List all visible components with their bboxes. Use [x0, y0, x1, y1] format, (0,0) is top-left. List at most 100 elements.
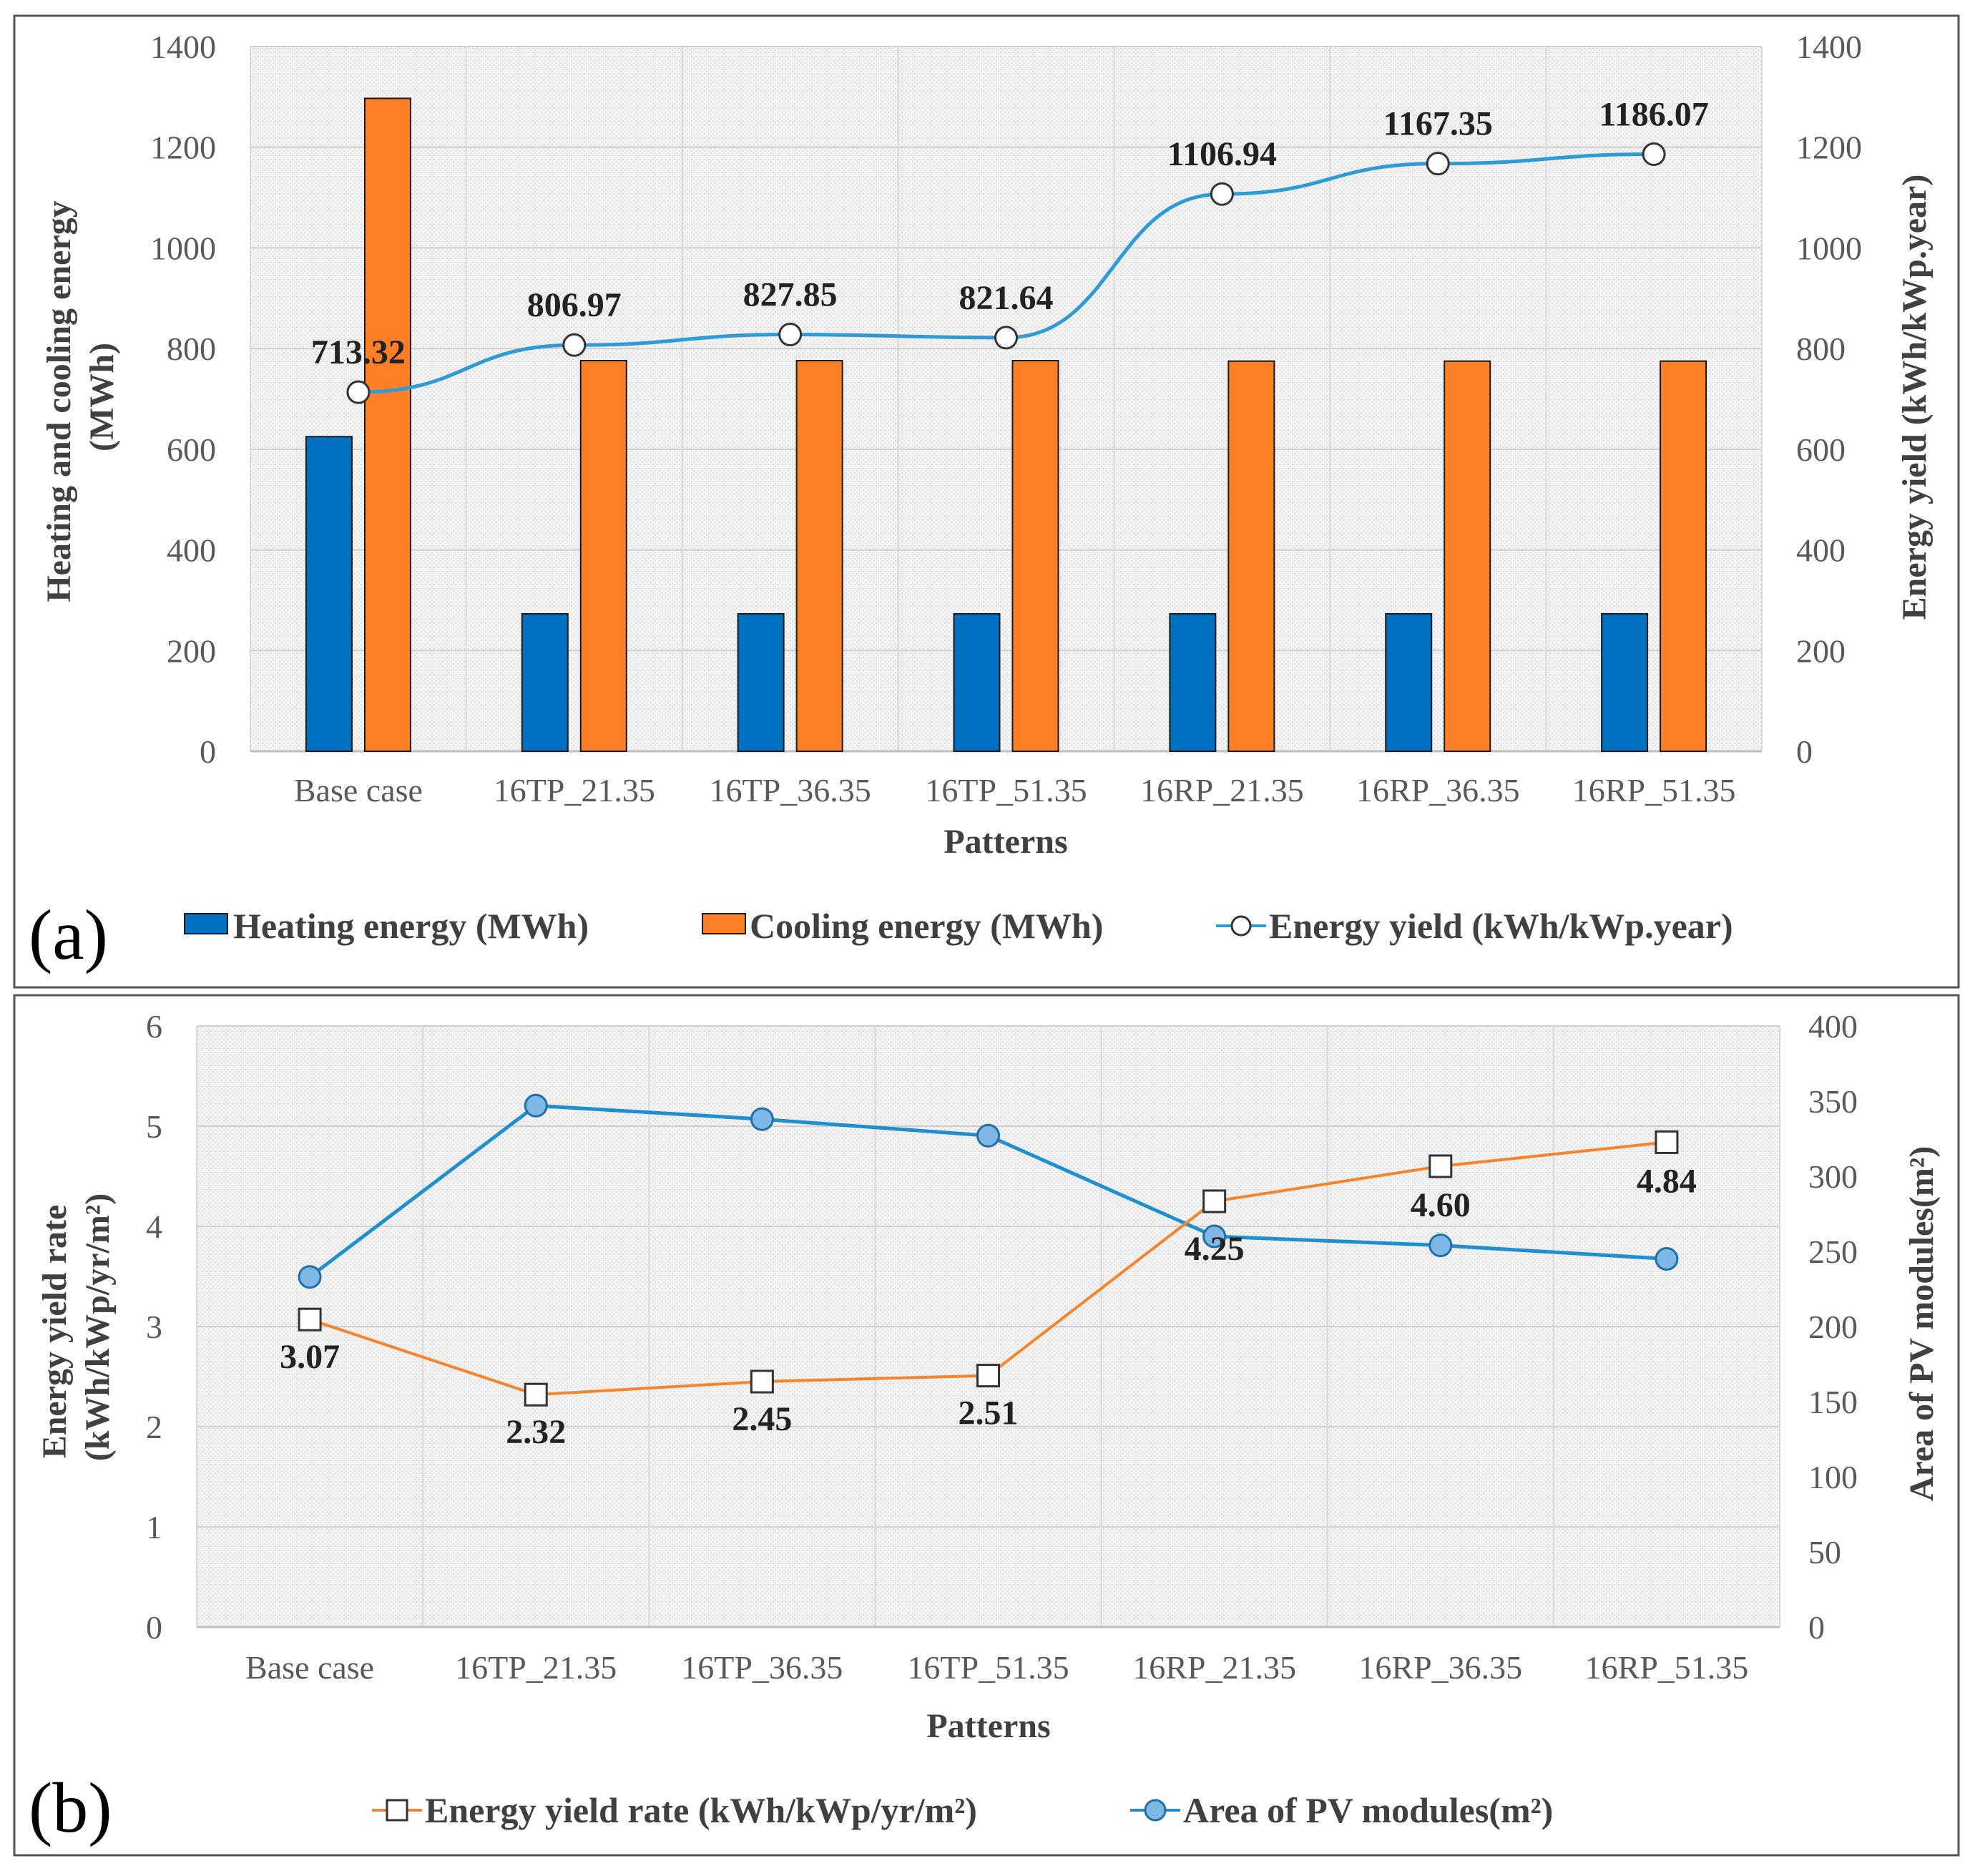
a-y-tick-label: 800: [167, 331, 216, 367]
pv-area-point-base-case: [298, 1265, 322, 1289]
b-y-tick-label: 2: [146, 1409, 162, 1445]
b-x-tick-label: 16TP_51.35: [907, 1649, 1069, 1686]
cooling-bar-16tp-51-35: [1011, 360, 1059, 752]
legend-heating-label: Heating energy (MWh): [233, 906, 589, 946]
yield-rate-data-label: 4.84: [1637, 1162, 1697, 1200]
pv-area-point-16rp-21-35: [1202, 1224, 1227, 1249]
panel-a-bars: [305, 97, 1707, 753]
yield-rate-data-label: 2.45: [732, 1400, 792, 1438]
b-y-tick-label: 0: [146, 1609, 162, 1646]
cooling-bar-16tp-21-35: [579, 360, 627, 752]
a-x-tick-label: 16TP_51.35: [925, 772, 1087, 808]
b-y2-tick-label: 350: [1808, 1083, 1858, 1120]
panel-a: 713.32 806.97 827.85 821.64 1106.94 1167.35 11…: [13, 14, 1960, 989]
panel-b-lines: [298, 1093, 1679, 1407]
a-y2-tick-label: 1200: [1796, 130, 1862, 166]
panel-b: 3.07 2.32 2.45 2.51 4.25 4.60 4.84 0 1 2 3 4 5 6 0 50 1…: [13, 994, 1960, 1857]
legend-yield-rate-marker: [386, 1799, 408, 1822]
b-x-tick-label: 16RP_51.35: [1585, 1649, 1749, 1686]
heating-bar-base-case: [305, 436, 353, 753]
heating-bar-16rp-51-35: [1601, 612, 1649, 752]
panel-a-x-axis-title: Patterns: [944, 823, 1067, 861]
panel-a-letter: (a): [29, 895, 108, 974]
cooling-bar-16rp-36-35: [1444, 360, 1491, 753]
yield-rate-data-label: 3.07: [280, 1338, 340, 1376]
b-y2-tick-label: 150: [1808, 1384, 1858, 1420]
a-x-tick-label: 16TP_21.35: [494, 772, 655, 808]
yield-rate-point-16rp-21-35: [1202, 1189, 1227, 1213]
heating-bar-16tp-51-35: [953, 612, 1001, 752]
b-x-tick-label: 16RP_21.35: [1132, 1649, 1296, 1686]
panel-a-tick-labels: 0 200 400 600 800 1000 1200 1400 0 200 400 600 800 10…: [150, 29, 1862, 808]
energy-yield-point-16tp-21-35: [562, 333, 587, 357]
b-y2-tick-label: 50: [1808, 1534, 1841, 1570]
b-x-tick-label: 16TP_36.35: [681, 1649, 843, 1686]
energy-yield-point-16tp-51-35: [994, 326, 1018, 350]
cooling-bar-16tp-36-35: [795, 360, 843, 752]
a-x-tick-label: 16RP_36.35: [1356, 772, 1520, 808]
a-x-tick-label: Base case: [294, 772, 423, 808]
pv-area-point-16rp-36-35: [1428, 1233, 1453, 1258]
panel-b-letter: (b): [29, 1768, 112, 1847]
heating-bar-16rp-36-35: [1385, 612, 1433, 752]
legend-energy-yield-label: Energy yield (kWh/kWp.year): [1269, 906, 1733, 946]
yield-rate-point-16tp-36-35: [750, 1369, 774, 1394]
b-y2-tick-label: 400: [1808, 1008, 1858, 1045]
b-y2-tick-label: 200: [1808, 1309, 1858, 1345]
pv-area-point-16rp-51-35: [1655, 1247, 1679, 1271]
b-y2-tick-label: 300: [1808, 1158, 1858, 1195]
panel-b-gridlines: [196, 1025, 1780, 1628]
panel-a-gridlines: [250, 46, 1763, 753]
b-y-tick-label: 4: [146, 1208, 162, 1245]
panel-b-tick-labels: 0 1 2 3 4 5 6 0 50 100 150 200 250 300 350 400 Base case…: [146, 1008, 1858, 1686]
energy-yield-point-16rp-36-35: [1426, 152, 1450, 176]
b-y-tick-label: 5: [146, 1108, 162, 1145]
pv-area-point-16tp-36-35: [750, 1107, 774, 1131]
cooling-bar-16rp-21-35: [1227, 360, 1275, 753]
panel-a-data-labels: 713.32 806.97 827.85 821.64 1106.94 1167.35 11…: [311, 96, 1709, 372]
a-y-tick-label: 1000: [150, 230, 216, 266]
cooling-bar-base-case: [363, 97, 411, 753]
energy-yield-data-label: 1186.07: [1599, 96, 1708, 134]
legend-cooling-label: Cooling energy (MWh): [750, 906, 1103, 946]
energy-yield-data-label: 827.85: [743, 276, 838, 314]
heating-bar-16tp-21-35: [521, 612, 569, 752]
legend-energy-yield-marker: [1230, 915, 1252, 937]
legend-yield-rate-label: Energy yield rate (kWh/kWp/yr/m²): [425, 1790, 977, 1830]
b-x-tick-label: 16TP_21.35: [455, 1649, 617, 1686]
energy-yield-point-base-case: [346, 380, 371, 404]
heating-bar-16rp-21-35: [1169, 612, 1217, 752]
a-y2-tick-label: 200: [1796, 632, 1846, 669]
yield-rate-data-label: 2.32: [506, 1413, 566, 1451]
panel-b-data-labels: 3.07 2.32 2.45 2.51 4.25 4.60 4.84: [280, 1162, 1697, 1451]
energy-yield-data-label: 1106.94: [1167, 135, 1277, 173]
pv-area-point-16tp-51-35: [976, 1123, 1000, 1148]
panel-a-plot-area: [250, 47, 1762, 751]
a-y-tick-label: 200: [167, 632, 216, 669]
b-x-tick-label: 16RP_36.35: [1358, 1649, 1522, 1686]
legend-cooling-swatch: [702, 913, 746, 934]
yield-rate-point-base-case: [298, 1307, 322, 1332]
panel-b-legend: Energy yield rate (kWh/kWp/yr/m²) Area o…: [372, 1790, 1553, 1830]
b-y2-tick-label: 0: [1808, 1609, 1825, 1646]
b-x-tick-label: Base case: [245, 1649, 374, 1686]
a-y-tick-label: 1200: [150, 130, 216, 166]
a-y2-tick-label: 1400: [1796, 29, 1862, 65]
b-y-tick-label: 6: [146, 1008, 162, 1045]
panel-a-y-axis-title: Heating and cooling energy (MWh): [40, 192, 121, 602]
a-y2-tick-label: 600: [1796, 431, 1846, 468]
energy-yield-data-label: 713.32: [311, 333, 406, 371]
panel-a-y2-axis-title: Energy yield (kWh/kWp.year): [1896, 175, 1934, 620]
energy-yield-data-label: 806.97: [527, 286, 622, 324]
energy-yield-point-16rp-21-35: [1210, 182, 1234, 206]
a-x-tick-label: 16RP_51.35: [1572, 772, 1736, 808]
a-y-tick-label: 0: [200, 733, 216, 770]
heating-bar-16tp-36-35: [737, 612, 785, 752]
a-y2-tick-label: 800: [1796, 331, 1846, 367]
a-y-tick-label: 1400: [150, 29, 216, 65]
b-y2-tick-label: 100: [1808, 1459, 1858, 1495]
legend-heating-swatch: [184, 913, 228, 934]
energy-yield-point-16tp-36-35: [778, 323, 803, 347]
a-x-tick-label: 16RP_21.35: [1140, 772, 1304, 808]
